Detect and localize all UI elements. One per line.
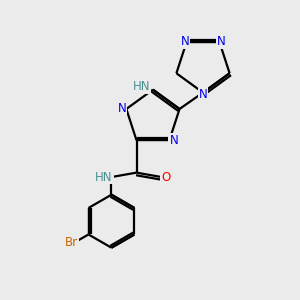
Text: N: N — [199, 88, 207, 100]
Text: N: N — [181, 35, 190, 49]
Text: N: N — [217, 35, 225, 49]
Text: HN: HN — [133, 80, 150, 93]
Text: N: N — [118, 103, 126, 116]
Text: N: N — [169, 134, 178, 147]
Text: O: O — [161, 170, 171, 184]
Text: HN: HN — [95, 170, 113, 184]
Text: Br: Br — [64, 236, 78, 249]
